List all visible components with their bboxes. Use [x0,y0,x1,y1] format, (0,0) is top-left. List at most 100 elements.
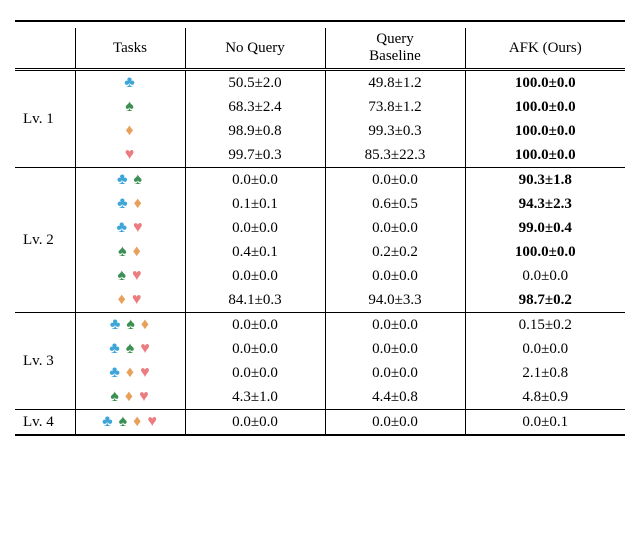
querybaseline-value: 99.3±0.3 [325,119,465,143]
task-suits: ♣ [75,70,185,96]
noquery-value: 84.1±0.3 [185,288,325,313]
noquery-value: 0.0±0.0 [185,216,325,240]
noquery-value: 99.7±0.3 [185,143,325,168]
task-suits: ♥ [75,143,185,168]
query-baseline-line2: Baseline [369,48,421,64]
querybaseline-value: 0.0±0.0 [325,410,465,436]
table-row: Lv. 4♣ ♠ ♦ ♥0.0±0.00.0±0.00.0±0.1 [15,410,625,436]
table-row: ♣ ♦ ♥0.0±0.00.0±0.02.1±0.8 [15,361,625,385]
querybaseline-value: 0.0±0.0 [325,313,465,338]
table-row: ♥ 99.7±0.385.3±22.3100.0±0.0 [15,143,625,168]
afk-value: 100.0±0.0 [465,143,625,168]
task-suits: ♠ ♥ [75,264,185,288]
querybaseline-value: 4.4±0.8 [325,385,465,410]
table-row: Lv. 3♣ ♠ ♦0.0±0.00.0±0.00.15±0.2 [15,313,625,338]
noquery-value: 0.0±0.0 [185,337,325,361]
afk-value: 0.0±0.0 [465,264,625,288]
afk-value: 100.0±0.0 [465,95,625,119]
task-suits: ♣ ♠ ♥ [75,337,185,361]
task-suits: ♣ ♥ [75,216,185,240]
table-row: ♠ ♦ ♥4.3±1.04.4±0.84.8±0.9 [15,385,625,410]
club-icon: ♣ [117,219,129,236]
level-label: Lv. 4 [15,410,75,436]
querybaseline-value: 94.0±3.3 [325,288,465,313]
noquery-value: 68.3±2.4 [185,95,325,119]
noquery-value: 0.0±0.0 [185,410,325,436]
afk-value: 98.7±0.2 [465,288,625,313]
querybaseline-value: 0.0±0.0 [325,361,465,385]
level-label: Lv. 2 [15,168,75,313]
query-baseline-line1: Query [376,31,414,47]
table-body: Lv. 1♣50.5±2.049.8±1.2100.0±0.0 ♠ 68.3±2.4… [15,70,625,436]
heart-icon: ♥ [132,267,143,284]
noquery-value: 0.0±0.0 [185,264,325,288]
task-suits: ♠ [75,95,185,119]
diamond-icon: ♦ [118,291,127,308]
heart-icon: ♥ [140,340,151,357]
noquery-value: 0.0±0.0 [185,313,325,338]
noquery-value: 0.4±0.1 [185,240,325,264]
querybaseline-value: 49.8±1.2 [325,70,465,96]
club-icon: ♣ [110,316,122,333]
spade-icon: ♠ [126,340,136,357]
spade-icon: ♠ [110,388,120,405]
querybaseline-value: 0.0±0.0 [325,168,465,193]
spade-icon: ♠ [125,98,135,115]
diamond-icon: ♦ [126,364,135,381]
col-level-header [15,28,75,70]
table-row: ♦ ♥84.1±0.394.0±3.398.7±0.2 [15,288,625,313]
afk-value: 0.0±0.1 [465,410,625,436]
querybaseline-value: 0.0±0.0 [325,264,465,288]
afk-value: 100.0±0.0 [465,119,625,143]
noquery-value: 0.1±0.1 [185,192,325,216]
task-suits: ♦ [75,119,185,143]
heart-icon: ♥ [132,291,143,308]
querybaseline-value: 73.8±1.2 [325,95,465,119]
afk-value: 90.3±1.8 [465,168,625,193]
afk-value: 100.0±0.0 [465,70,625,96]
club-icon: ♣ [109,340,121,357]
results-table: Tasks No Query Query Baseline AFK (Ours)… [15,20,625,436]
afk-value: 0.15±0.2 [465,313,625,338]
heart-icon: ♥ [147,413,158,430]
afk-value: 0.0±0.0 [465,337,625,361]
afk-value: 2.1±0.8 [465,361,625,385]
col-afk-header: AFK (Ours) [465,28,625,70]
afk-value: 4.8±0.9 [465,385,625,410]
club-icon: ♣ [102,413,114,430]
querybaseline-value: 85.3±22.3 [325,143,465,168]
club-icon: ♣ [117,195,129,212]
heart-icon: ♥ [139,388,150,405]
table-row: Lv. 1♣50.5±2.049.8±1.2100.0±0.0 [15,70,625,96]
task-suits: ♣ ♠ ♦ [75,313,185,338]
afk-value: 94.3±2.3 [465,192,625,216]
heart-icon: ♥ [133,219,144,236]
diamond-icon: ♦ [134,195,143,212]
table-row: ♠ ♦0.4±0.10.2±0.2100.0±0.0 [15,240,625,264]
spade-icon: ♠ [119,413,129,430]
task-suits: ♠ ♦ [75,240,185,264]
task-suits: ♠ ♦ ♥ [75,385,185,410]
afk-value: 100.0±0.0 [465,240,625,264]
querybaseline-value: 0.6±0.5 [325,192,465,216]
noquery-value: 98.9±0.8 [185,119,325,143]
diamond-icon: ♦ [125,388,134,405]
task-suits: ♦ ♥ [75,288,185,313]
heart-icon: ♥ [125,146,136,163]
noquery-value: 0.0±0.0 [185,361,325,385]
task-suits: ♣ ♠ [75,168,185,193]
noquery-value: 0.0±0.0 [185,168,325,193]
afk-value: 99.0±0.4 [465,216,625,240]
heart-icon: ♥ [140,364,151,381]
querybaseline-value: 0.0±0.0 [325,216,465,240]
col-tasks-header: Tasks [75,28,185,70]
noquery-value: 4.3±1.0 [185,385,325,410]
spade-icon: ♠ [118,267,128,284]
task-suits: ♣ ♠ ♦ ♥ [75,410,185,436]
diamond-icon: ♦ [141,316,150,333]
table-row: ♣ ♠ ♥0.0±0.00.0±0.00.0±0.0 [15,337,625,361]
spade-icon: ♠ [118,243,128,260]
noquery-value: 50.5±2.0 [185,70,325,96]
spade-icon: ♠ [126,316,136,333]
club-icon: ♣ [109,364,121,381]
